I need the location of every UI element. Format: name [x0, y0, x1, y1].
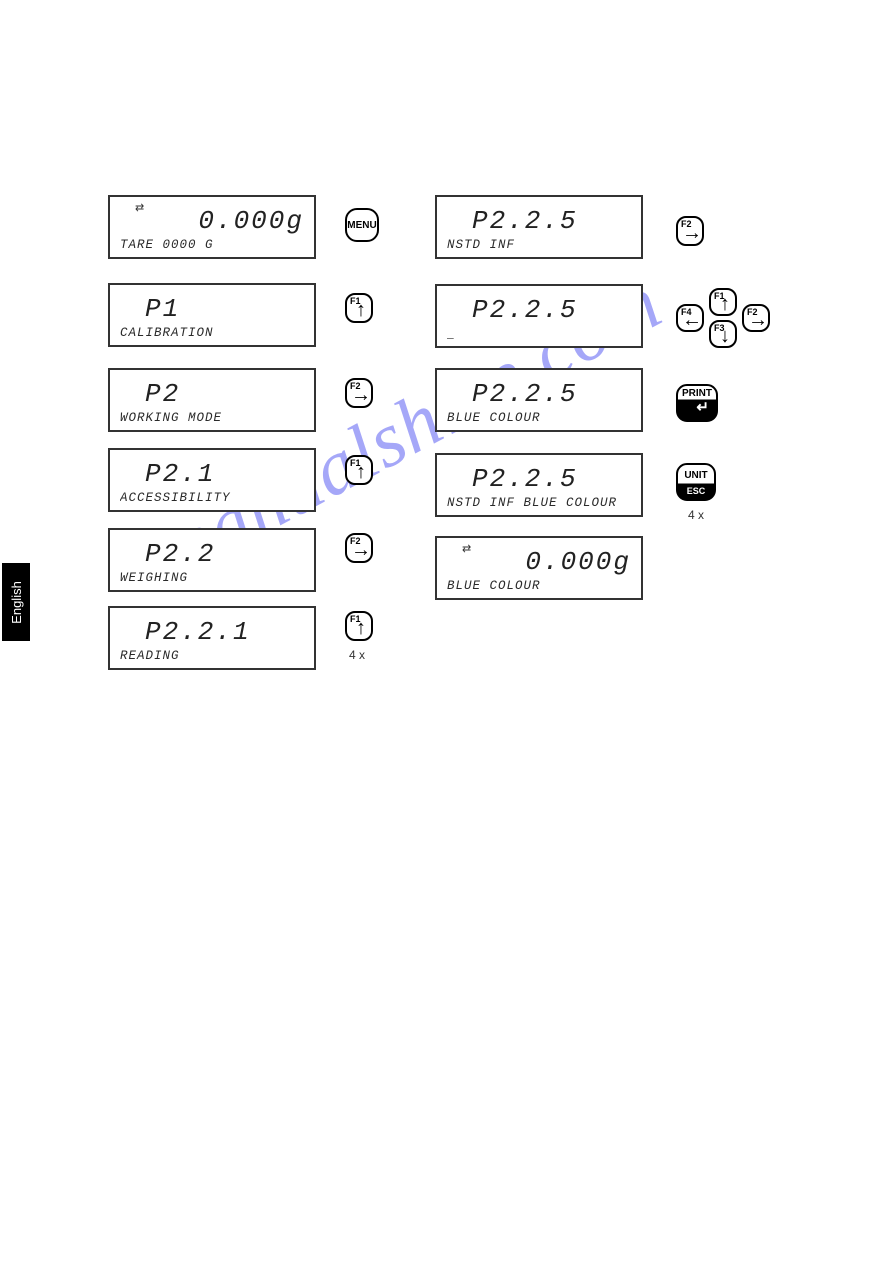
fn-key-label: F2 — [350, 381, 361, 391]
f1-up-button[interactable]: F1↑ — [345, 455, 373, 485]
lcd-screen: P2.2.5 NSTD INF BLUE COLOUR — [435, 453, 643, 517]
fn-key-label: F2 — [350, 536, 361, 546]
lcd-status-icon: ⇄ — [462, 542, 471, 555]
language-tab: English — [2, 563, 30, 641]
lcd-main-value: P2.2.5 — [472, 295, 578, 325]
lcd-sub-label: WORKING MODE — [120, 411, 304, 425]
fn-key-label: F4 — [681, 307, 692, 317]
lcd-sub-label: TARE 0000 G — [120, 238, 304, 252]
lcd-status-icon: ⇄ — [135, 201, 144, 214]
f2-right-button[interactable]: F2→ — [345, 378, 373, 408]
fn-key-label: F3 — [714, 323, 725, 333]
f2-right-button[interactable]: F2→ — [742, 304, 770, 332]
lcd-main-value: P2.2.5 — [472, 379, 578, 409]
lcd-main-value: P2 — [145, 379, 180, 409]
lcd-main-value: P2.2.1 — [145, 617, 251, 647]
enter-icon: ↵ — [696, 398, 709, 416]
lcd-sub-label: READING — [120, 649, 304, 663]
lcd-sub-label: BLUE COLOUR — [447, 411, 631, 425]
lcd-screen: P2.2.5 _ — [435, 284, 643, 348]
fn-key-label: F1 — [350, 614, 361, 624]
f2-right-button[interactable]: F2→ — [676, 216, 704, 246]
press-count-label: 4 x — [688, 508, 704, 522]
menu-button-label: MENU — [347, 220, 376, 231]
fn-key-label: F2 — [747, 307, 758, 317]
lcd-screen: P2.2.5 NSTD INF — [435, 195, 643, 259]
diagram-canvas: English manualshive.com 0.000g⇄TARE 0000… — [0, 0, 893, 1263]
lcd-sub-label: _ — [447, 327, 631, 341]
lcd-screen: P2.2.1 READING — [108, 606, 316, 670]
fn-key-label: F1 — [714, 291, 725, 301]
lcd-main-value: P2.1 — [145, 459, 215, 489]
lcd-screen: P2.2.5 BLUE COLOUR — [435, 368, 643, 432]
lcd-main-value: P2.2.5 — [472, 464, 578, 494]
lcd-screen: P2.1 ACCESSIBILITY — [108, 448, 316, 512]
fn-key-label: F1 — [350, 296, 361, 306]
lcd-screen: P1 CALIBRATION — [108, 283, 316, 347]
f4-left-button[interactable]: F4← — [676, 304, 704, 332]
menu-button[interactable]: MENU — [345, 208, 379, 242]
lcd-screen: P2 WORKING MODE — [108, 368, 316, 432]
print-button[interactable]: PRINT↵ — [676, 384, 718, 422]
unit-button-label: UNIT — [678, 470, 714, 481]
lcd-main-value: P2.2 — [145, 539, 215, 569]
lcd-screen: 0.000g ⇄ BLUE COLOUR — [435, 536, 643, 600]
fn-key-label: F2 — [681, 219, 692, 229]
f1-up-button[interactable]: F1↑ — [345, 293, 373, 323]
lcd-sub-label: BLUE COLOUR — [447, 579, 631, 593]
lcd-sub-label: WEIGHING — [120, 571, 304, 585]
f1-up-button[interactable]: F1↑ — [345, 611, 373, 641]
esc-label: ESC — [678, 486, 714, 496]
lcd-screen: P2.2 WEIGHING — [108, 528, 316, 592]
f3-down-button[interactable]: F3↓ — [709, 320, 737, 348]
dpad-button-group: F4←F1↑ F3↓F2→ — [676, 288, 796, 348]
press-count-label: 4 x — [349, 648, 365, 662]
unit-esc-button[interactable]: UNIT ESC — [676, 463, 716, 501]
lcd-sub-label: CALIBRATION — [120, 326, 304, 340]
lcd-sub-label: NSTD INF — [447, 238, 631, 252]
lcd-screen: 0.000g ⇄ TARE 0000 G — [108, 195, 316, 259]
lcd-main-value: P1 — [145, 294, 180, 324]
fn-key-label: F1 — [350, 458, 361, 468]
lcd-main-value: 0.000g — [198, 206, 304, 236]
lcd-main-value: 0.000g — [525, 547, 631, 577]
f2-right-button[interactable]: F2→ — [345, 533, 373, 563]
lcd-sub-label: NSTD INF BLUE COLOUR — [447, 496, 631, 510]
language-label: English — [9, 581, 24, 624]
lcd-sub-label: ACCESSIBILITY — [120, 491, 304, 505]
lcd-main-value: P2.2.5 — [472, 206, 578, 236]
f1-up-button[interactable]: F1↑ — [709, 288, 737, 316]
